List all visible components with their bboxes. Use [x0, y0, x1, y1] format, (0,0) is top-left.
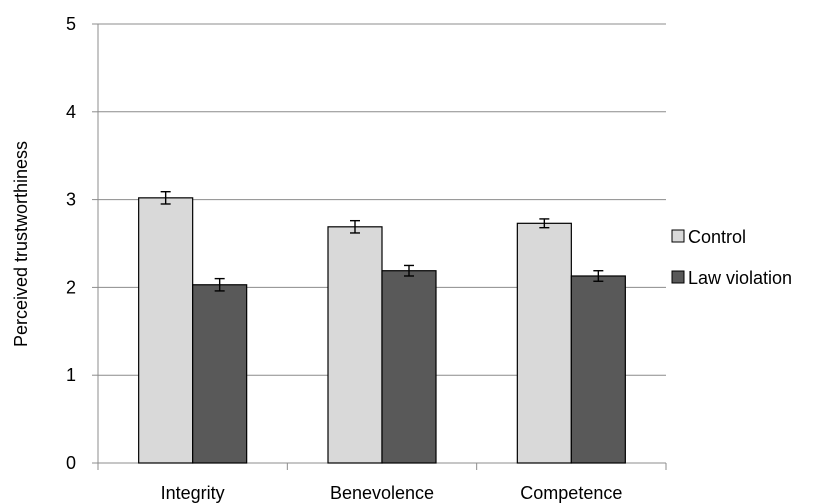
y-tick-label: 3 — [66, 190, 76, 210]
bar-control-benevolence — [327, 226, 383, 464]
x-tick-label: Benevolence — [330, 483, 434, 503]
bar-law-violation-benevolence — [381, 270, 437, 464]
x-tick-label: Competence — [520, 483, 622, 503]
y-tick-label: 4 — [66, 102, 76, 122]
tick-labels: 0 1 2 3 4 5 Integrity Benevolence Competence — [66, 14, 622, 503]
y-tick-label: 0 — [66, 453, 76, 473]
y-tick-label: 5 — [66, 14, 76, 34]
legend-swatch-law-violation — [671, 270, 685, 284]
legend-label: Law violation — [688, 268, 792, 288]
bar-law-violation-integrity — [192, 284, 248, 464]
error-bars — [160, 190, 604, 292]
bar-control-competence — [516, 222, 572, 464]
y-tick-label: 1 — [66, 365, 76, 385]
legend: Control Law violation — [671, 227, 792, 288]
y-tick-label: 2 — [66, 277, 76, 297]
legend-swatch-control — [671, 229, 685, 243]
y-axis-label: Perceived trustworthiness — [11, 141, 31, 347]
bar-law-violation-competence — [570, 275, 626, 464]
x-tick-label: Integrity — [161, 483, 225, 503]
bar-control-integrity — [138, 197, 194, 464]
bars — [138, 197, 626, 464]
legend-label: Control — [688, 227, 746, 247]
